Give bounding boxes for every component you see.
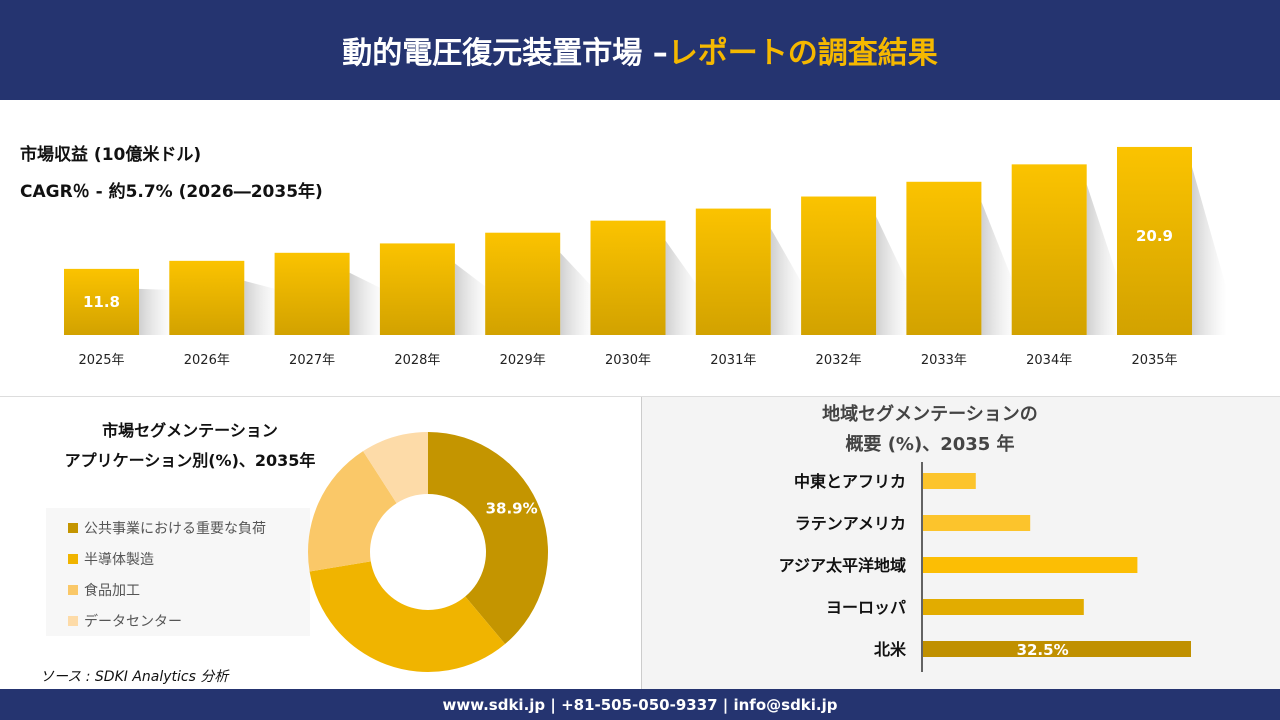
year-label: 2030年 bbox=[605, 353, 651, 368]
region-bar bbox=[923, 599, 1084, 615]
region-label: ヨーロッパ bbox=[826, 598, 906, 617]
footer-contact: www.sdki.jp | +81-505-050-9337 | info@sd… bbox=[0, 689, 1280, 720]
bar-shadow bbox=[349, 272, 385, 335]
bar-shadow bbox=[1192, 166, 1227, 335]
year-label: 2035年 bbox=[1131, 353, 1177, 368]
revenue-bar bbox=[64, 268, 139, 335]
bar-shadow bbox=[560, 252, 596, 335]
region-title-line1: 地域セグメンテーションの bbox=[822, 404, 1038, 425]
header-banner: 動的電圧復元装置市場 – レポートの調査結果 bbox=[0, 0, 1280, 100]
legend-label: 公共事業における重要な負荷 bbox=[84, 520, 266, 537]
year-label: 2027年 bbox=[289, 353, 335, 368]
bar-value-label: 20.9 bbox=[1136, 227, 1173, 245]
legend-item: 公共事業における重要な負荷 bbox=[68, 512, 310, 543]
revenue-bar bbox=[379, 243, 455, 335]
bar-shadow bbox=[981, 201, 1017, 335]
year-label: 2026年 bbox=[184, 353, 230, 368]
bar-value-label: 11.8 bbox=[83, 293, 120, 311]
revenue-bar bbox=[169, 260, 245, 335]
region-title: 地域セグメンテーションの 概要 (%)、2035 年 bbox=[760, 400, 1100, 460]
donut-slice bbox=[309, 561, 506, 672]
divider bbox=[0, 396, 1280, 397]
application-title-line1: 市場セグメンテーション bbox=[102, 421, 278, 440]
year-label: 2033年 bbox=[921, 353, 967, 368]
revenue-bar bbox=[590, 220, 666, 335]
revenue-bar bbox=[695, 208, 771, 335]
region-bar bbox=[923, 515, 1031, 531]
bar-shadow bbox=[244, 280, 280, 335]
region-bar bbox=[923, 473, 976, 489]
legend-swatch bbox=[68, 553, 78, 564]
donut-legend: 公共事業における重要な負荷 半導体製造食品加工データセンター bbox=[46, 508, 310, 636]
revenue-bar bbox=[1117, 146, 1192, 335]
legend-item: データセンター bbox=[68, 605, 310, 636]
year-label: 2029年 bbox=[500, 353, 546, 368]
bar-shadow bbox=[770, 228, 806, 335]
bar-shadow bbox=[454, 263, 490, 335]
title-accent: レポートの調査結果 bbox=[667, 36, 938, 71]
legend-swatch bbox=[68, 584, 78, 595]
revenue-label: 市場収益 (10億米ドル) bbox=[20, 145, 202, 165]
donut-slice bbox=[428, 432, 548, 644]
application-title: 市場セグメンテーションアプリケーション別(%)、2035年 bbox=[20, 416, 360, 476]
bar-shadow bbox=[1086, 184, 1122, 335]
region-bar bbox=[923, 641, 1191, 657]
region-label: アジア太平洋地域 bbox=[779, 556, 906, 575]
legend-label: 食品加工 bbox=[84, 582, 140, 599]
year-label: 2028年 bbox=[394, 353, 440, 368]
legend-swatch bbox=[68, 615, 78, 626]
legend-item: 半導体製造 bbox=[68, 543, 310, 574]
donut-slice bbox=[308, 451, 397, 572]
bar-shadow bbox=[139, 288, 174, 335]
title-main: 動的電圧復元装置市場 – bbox=[342, 36, 668, 71]
legend-item: 食品加工 bbox=[68, 574, 310, 605]
region-title-line2: 概要 (%)、2035 年 bbox=[845, 434, 1015, 455]
application-title-line2: アプリケーション別(%)、2035年 bbox=[64, 451, 316, 470]
legend-label: 半導体製造 bbox=[84, 551, 154, 568]
year-label: 2034年 bbox=[1026, 353, 1072, 368]
region-bar bbox=[923, 557, 1138, 573]
legend-label: データセンター bbox=[84, 613, 182, 630]
bar-shadow bbox=[876, 216, 912, 335]
revenue-bar bbox=[801, 196, 877, 335]
revenue-bar-chart: 2025年 11.8 2026年 2027年 2028年 2029年 2030年 2031年 2… bbox=[64, 146, 1227, 368]
revenue-bar bbox=[274, 252, 350, 335]
bar-shadow bbox=[665, 240, 701, 335]
revenue-bar bbox=[485, 232, 561, 335]
application-donut-chart: 38.9% bbox=[308, 432, 548, 672]
region-label: 北米 bbox=[874, 640, 907, 659]
region-value-label: 32.5% bbox=[1017, 641, 1069, 659]
region-label: 中東とアフリカ bbox=[794, 472, 906, 491]
slice-value-label: 38.9% bbox=[486, 500, 538, 518]
donut-slice bbox=[363, 432, 428, 504]
year-label: 2032年 bbox=[816, 353, 862, 368]
legend-swatch bbox=[68, 522, 78, 533]
cagr-label: CAGR％ - 約5.7% (2026―2035年) bbox=[20, 182, 323, 202]
region-panel bbox=[641, 397, 1280, 689]
revenue-bar bbox=[1011, 164, 1087, 335]
region-label: ラテンアメリカ bbox=[795, 514, 906, 533]
source-note: ソース : SDKI Analytics 分析 bbox=[40, 669, 229, 685]
year-label: 2025年 bbox=[78, 353, 124, 368]
revenue-bar bbox=[906, 181, 982, 335]
year-label: 2031年 bbox=[710, 353, 756, 368]
